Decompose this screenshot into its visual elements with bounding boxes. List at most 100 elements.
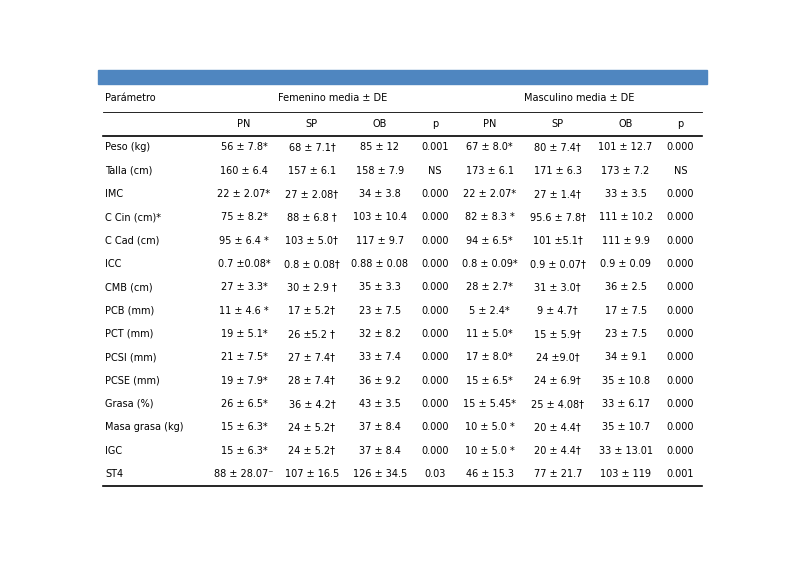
Text: 0.9 ± 0.07†: 0.9 ± 0.07†	[530, 259, 586, 269]
Text: SP: SP	[306, 119, 318, 129]
Text: 75 ± 8.2*: 75 ± 8.2*	[221, 212, 268, 222]
Text: 24 ±9.0†: 24 ±9.0†	[536, 352, 579, 362]
Text: 35 ± 10.8: 35 ± 10.8	[601, 375, 650, 385]
Text: 0.000: 0.000	[421, 352, 448, 362]
Text: 15 ± 6.3*: 15 ± 6.3*	[221, 445, 267, 456]
Text: 33 ± 7.4: 33 ± 7.4	[359, 352, 400, 362]
Text: 0.000: 0.000	[666, 352, 695, 362]
Text: CMB (cm): CMB (cm)	[105, 282, 153, 292]
Text: 0.88 ± 0.08: 0.88 ± 0.08	[352, 259, 408, 269]
Text: 111 ± 9.9: 111 ± 9.9	[601, 236, 649, 245]
Text: 37 ± 8.4: 37 ± 8.4	[359, 445, 400, 456]
Text: 23 ± 7.5: 23 ± 7.5	[604, 329, 647, 339]
Text: 20 ± 4.4†: 20 ± 4.4†	[535, 422, 581, 432]
Text: 0.8 ± 0.09*: 0.8 ± 0.09*	[462, 259, 517, 269]
Text: 19 ± 7.9*: 19 ± 7.9*	[221, 375, 267, 385]
Text: 0.000: 0.000	[666, 399, 695, 409]
Text: 68 ± 7.1†: 68 ± 7.1†	[289, 142, 335, 152]
Text: OB: OB	[373, 119, 387, 129]
Text: 88 ± 28.07⁻: 88 ± 28.07⁻	[214, 469, 274, 479]
Text: 0.000: 0.000	[421, 189, 448, 199]
Text: Masculino media ± DE: Masculino media ± DE	[524, 93, 634, 103]
Text: 0.000: 0.000	[666, 212, 695, 222]
Text: 26 ±5.2 †: 26 ±5.2 †	[288, 329, 335, 339]
Text: 25 ± 4.08†: 25 ± 4.08†	[531, 399, 584, 409]
Text: 22 ± 2.07*: 22 ± 2.07*	[463, 189, 517, 199]
Text: 28 ± 7.4†: 28 ± 7.4†	[288, 375, 335, 385]
Text: 0.000: 0.000	[666, 422, 695, 432]
Text: PCT (mm): PCT (mm)	[105, 329, 154, 339]
Text: 0.000: 0.000	[421, 399, 448, 409]
Text: 0.000: 0.000	[421, 305, 448, 315]
Text: 31 ± 3.0†: 31 ± 3.0†	[535, 282, 581, 292]
Text: NS: NS	[674, 166, 688, 175]
Text: 107 ± 16.5: 107 ± 16.5	[285, 469, 339, 479]
Text: 0.001: 0.001	[666, 469, 695, 479]
Text: OB: OB	[619, 119, 633, 129]
Text: 95 ± 6.4 *: 95 ± 6.4 *	[219, 236, 268, 245]
Text: 0.000: 0.000	[421, 445, 448, 456]
Text: 36 ± 2.5: 36 ± 2.5	[604, 282, 647, 292]
Text: 103 ± 5.0†: 103 ± 5.0†	[286, 236, 338, 245]
Text: 33 ± 6.17: 33 ± 6.17	[601, 399, 650, 409]
Text: C Cad (cm): C Cad (cm)	[105, 236, 160, 245]
Text: 0.000: 0.000	[421, 259, 448, 269]
Text: 15 ± 6.5*: 15 ± 6.5*	[466, 375, 513, 385]
Text: Femenino media ± DE: Femenino media ± DE	[279, 93, 388, 103]
Text: 22 ± 2.07*: 22 ± 2.07*	[217, 189, 271, 199]
Text: Peso (kg): Peso (kg)	[105, 142, 151, 152]
Text: Grasa (%): Grasa (%)	[105, 399, 154, 409]
Text: 0.000: 0.000	[421, 422, 448, 432]
Text: 17 ± 8.0*: 17 ± 8.0*	[466, 352, 513, 362]
Text: 0.000: 0.000	[666, 236, 695, 245]
Text: 10 ± 5.0 *: 10 ± 5.0 *	[465, 422, 515, 432]
Text: 35 ± 3.3: 35 ± 3.3	[359, 282, 400, 292]
Text: 103 ± 10.4: 103 ± 10.4	[352, 212, 407, 222]
Text: 15 ± 5.9†: 15 ± 5.9†	[535, 329, 581, 339]
Text: 0.000: 0.000	[666, 305, 695, 315]
Text: 15 ± 6.3*: 15 ± 6.3*	[221, 422, 267, 432]
Text: 36 ± 4.2†: 36 ± 4.2†	[289, 399, 335, 409]
Text: PCB (mm): PCB (mm)	[105, 305, 155, 315]
Text: 117 ± 9.7: 117 ± 9.7	[356, 236, 403, 245]
Text: 24 ± 6.9†: 24 ± 6.9†	[535, 375, 581, 385]
Text: IMC: IMC	[105, 189, 123, 199]
Text: 5 ± 2.4*: 5 ± 2.4*	[469, 305, 510, 315]
Text: 80 ± 7.4†: 80 ± 7.4†	[535, 142, 581, 152]
Text: 17 ± 5.2†: 17 ± 5.2†	[288, 305, 335, 315]
Text: p: p	[677, 119, 684, 129]
Text: C Cin (cm)*: C Cin (cm)*	[105, 212, 162, 222]
Text: Parámetro: Parámetro	[105, 93, 156, 103]
Text: 88 ± 6.8 †: 88 ± 6.8 †	[287, 212, 337, 222]
Text: 15 ± 5.45*: 15 ± 5.45*	[463, 399, 517, 409]
Text: NS: NS	[428, 166, 441, 175]
Text: 0.000: 0.000	[666, 445, 695, 456]
Text: Masa grasa (kg): Masa grasa (kg)	[105, 422, 184, 432]
Text: 173 ± 7.2: 173 ± 7.2	[601, 166, 650, 175]
Text: 85 ± 12: 85 ± 12	[360, 142, 400, 152]
Text: ST4: ST4	[105, 469, 123, 479]
Text: 27 ± 7.4†: 27 ± 7.4†	[288, 352, 335, 362]
Text: 24 ± 5.2†: 24 ± 5.2†	[288, 445, 335, 456]
Text: PN: PN	[237, 119, 250, 129]
Text: 33 ± 13.01: 33 ± 13.01	[599, 445, 652, 456]
Text: 26 ± 6.5*: 26 ± 6.5*	[221, 399, 268, 409]
Text: 35 ± 10.7: 35 ± 10.7	[601, 422, 650, 432]
Text: SP: SP	[552, 119, 564, 129]
Text: Talla (cm): Talla (cm)	[105, 166, 153, 175]
Text: 0.000: 0.000	[421, 212, 448, 222]
Text: 10 ± 5.0 *: 10 ± 5.0 *	[465, 445, 515, 456]
Text: 67 ± 8.0*: 67 ± 8.0*	[466, 142, 513, 152]
Text: 11 ± 5.0*: 11 ± 5.0*	[466, 329, 513, 339]
Text: 30 ± 2.9 †: 30 ± 2.9 †	[287, 282, 337, 292]
Text: IGC: IGC	[105, 445, 122, 456]
Text: 0.001: 0.001	[421, 142, 448, 152]
Text: 101 ± 12.7: 101 ± 12.7	[598, 142, 653, 152]
Text: 43 ± 3.5: 43 ± 3.5	[359, 399, 400, 409]
Text: 28 ± 2.7*: 28 ± 2.7*	[466, 282, 513, 292]
Text: 0.9 ± 0.09: 0.9 ± 0.09	[601, 259, 651, 269]
Text: 0.8 ± 0.08†: 0.8 ± 0.08†	[284, 259, 340, 269]
Text: 19 ± 5.1*: 19 ± 5.1*	[221, 329, 267, 339]
Text: 103 ± 119: 103 ± 119	[600, 469, 651, 479]
Text: 0.000: 0.000	[421, 329, 448, 339]
